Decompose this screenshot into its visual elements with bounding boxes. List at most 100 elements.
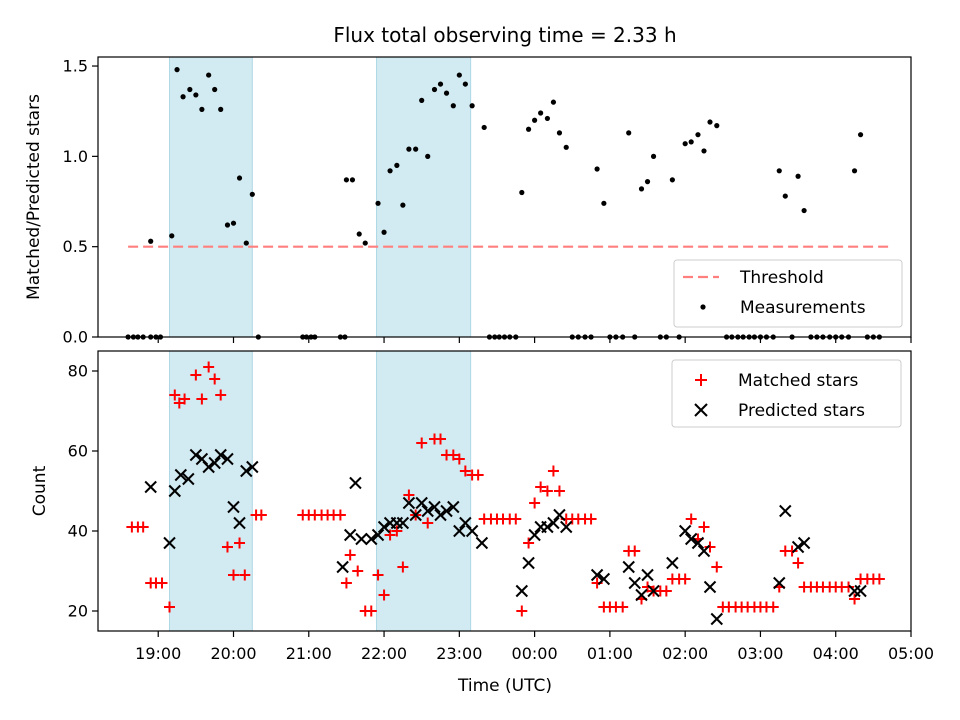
matched-star-point: [453, 453, 465, 465]
predicted-star-point: [773, 576, 786, 590]
measurement-point: [782, 193, 788, 199]
measurement-point: [230, 220, 237, 226]
matched-star-point: [391, 525, 403, 537]
marker-stroke: [343, 528, 357, 542]
predicted-star-point: [628, 576, 641, 590]
marker-stroke: [547, 516, 560, 530]
matched-star-point: [711, 561, 723, 573]
measurement-point: [400, 202, 406, 208]
matched-star-point: [196, 393, 208, 405]
predicted-star-point: [365, 532, 378, 546]
predicted-star-point: [189, 448, 203, 462]
legend-predicted-label: Predicted stars: [738, 401, 865, 421]
bottom-panel: 20 40 60 80 19:00 20:00 21:00 22:00 23:00 00:00 0…: [30, 350, 934, 696]
marker-stroke: [371, 528, 385, 542]
top-y-ticks: 0.0 0.5 1.0 1.5: [63, 57, 98, 347]
x-tick-label: 02:00: [662, 644, 708, 663]
matched-star-point: [221, 541, 233, 553]
matched-star-point: [523, 537, 535, 549]
matched-star-point: [660, 585, 672, 597]
predicted-star-point: [396, 516, 410, 530]
marker-stroke: [396, 516, 410, 530]
y-tick-label: 1.0: [63, 147, 88, 166]
legend-measurements-swatch: [700, 304, 706, 310]
measurement-point: [857, 132, 864, 138]
matched-star-point: [239, 569, 251, 581]
x-tick-label: 03:00: [737, 644, 783, 663]
marker-stroke: [163, 536, 176, 550]
measurement-point: [387, 168, 393, 174]
predicted-star-point: [697, 544, 711, 558]
marker-stroke: [779, 504, 792, 518]
matched-star-point: [767, 601, 779, 613]
x-tick-label: 22:00: [361, 644, 407, 663]
measurement-point: [481, 124, 487, 131]
marker-stroke: [528, 528, 541, 542]
marker-stroke: [475, 536, 489, 550]
marker-stroke: [415, 496, 428, 510]
measurement-point: [644, 179, 651, 185]
predicted-star-point: [528, 528, 541, 542]
matched-star-point: [340, 577, 352, 589]
matched-star-point: [679, 573, 691, 585]
marker-stroke: [678, 524, 692, 538]
marker-stroke: [434, 508, 447, 522]
matched-star-point: [352, 565, 364, 577]
marker-stroke: [195, 452, 209, 466]
predicted-star-point: [553, 508, 566, 522]
x-tick-label: 20:00: [210, 644, 256, 663]
measurement-point: [375, 200, 381, 206]
predicted-star-point: [227, 500, 240, 514]
matched-star-point: [422, 517, 434, 529]
matched-star-point: [169, 389, 181, 401]
predicted-star-point: [678, 524, 692, 538]
predicted-star-point: [349, 476, 362, 490]
matched-star-point: [459, 465, 471, 477]
bottom-shaded-intervals: [169, 350, 472, 632]
matched-star-point: [792, 557, 804, 569]
marker-stroke: [336, 560, 349, 574]
marker-stroke: [590, 568, 604, 582]
predicted-star-point: [797, 536, 811, 550]
predicted-star-point: [182, 472, 195, 486]
measurement-point: [851, 168, 858, 174]
measurement-point: [419, 97, 425, 103]
matched-star-point: [384, 529, 396, 541]
y-tick-label: 0.0: [63, 328, 88, 347]
marker-stroke: [703, 580, 717, 594]
matched-star-point: [378, 589, 390, 601]
shaded-interval: [376, 56, 472, 338]
y-tick-label: 1.5: [63, 57, 88, 76]
predicted-star-point: [854, 584, 867, 598]
y-tick-label: 0.5: [63, 237, 88, 256]
marker-stroke: [691, 536, 705, 550]
measurement-point: [243, 240, 249, 246]
marker-stroke: [365, 532, 378, 546]
marker-stroke: [541, 520, 554, 534]
marker-stroke: [355, 532, 368, 546]
bottom-y-axis-label: Count: [30, 465, 50, 516]
x-axis-label: Time (UTC): [457, 676, 552, 696]
matched-star-point: [156, 577, 168, 589]
matched-star-point: [435, 433, 447, 445]
marker-stroke: [628, 576, 641, 590]
matched-star-point: [403, 489, 415, 501]
marker-stroke: [710, 612, 723, 626]
matched-star-point: [617, 601, 629, 613]
marker-stroke: [522, 556, 535, 570]
x-tick-label: 00:00: [512, 644, 558, 663]
predicted-star-point: [547, 516, 560, 530]
measurement-point: [212, 86, 218, 93]
marker-stroke: [697, 544, 711, 558]
measurement-point: [556, 130, 563, 136]
marker-stroke: [553, 508, 566, 522]
marker-stroke: [428, 500, 441, 514]
matched-star-point: [786, 545, 798, 557]
matched-star-point: [529, 497, 541, 509]
matched-star-point: [547, 465, 559, 477]
matched-star-point: [416, 437, 428, 449]
marker-stroke: [453, 524, 466, 538]
predicted-star-point: [779, 504, 792, 518]
y-tick-label: 40: [68, 522, 88, 541]
measurement-point: [362, 240, 368, 246]
